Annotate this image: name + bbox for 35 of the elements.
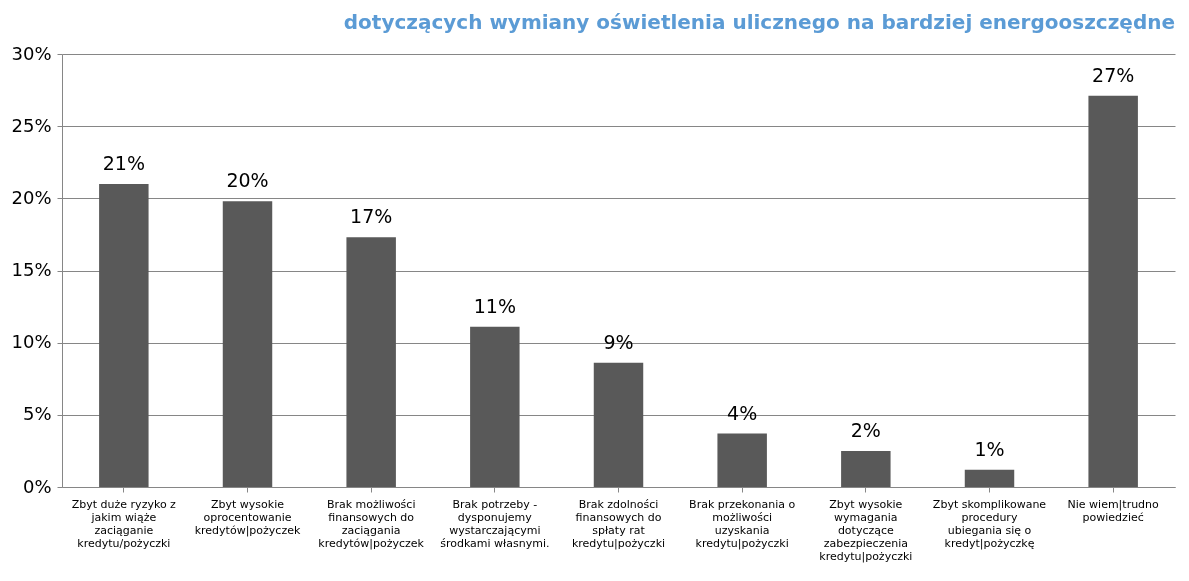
- bar: [470, 326, 520, 487]
- bar: [964, 469, 1015, 487]
- bar: [99, 183, 149, 487]
- data-label: 1%: [974, 437, 1005, 460]
- y-tick-label: 15%: [11, 259, 52, 280]
- y-tick-label: 5%: [22, 403, 52, 425]
- x-tick-label: Zbyt duże ryzyko z jakim wiąże zaciąganie kredytu/pożyczki: [71, 497, 177, 550]
- x-tick-label: Brak zdolności finansowych do spłaty rat kredytu|pożyczki: [571, 497, 666, 550]
- data-label: 20%: [226, 169, 269, 192]
- data-label: 4%: [727, 401, 758, 424]
- chart-title: dotyczących wymiany oświetlenia ulicznego na bardziej energooszczędne: [343, 10, 1175, 34]
- data-label: 17%: [350, 205, 393, 228]
- x-tick-label: Nie wiem|trudno powiedzieć: [1067, 497, 1160, 524]
- x-tick-label: Brak potrzeby - dysponujemy wystarczającymi środkami własnymi.: [440, 497, 550, 550]
- bar: [841, 450, 891, 487]
- x-tick-label: Zbyt skomplikowane procedury ubiegania się o kredyt|pożyczkę: [932, 497, 1047, 550]
- x-tick-label: Brak przekonania o możliwości uzyskania kredytu|pożyczki: [689, 497, 796, 550]
- data-label: 11%: [473, 294, 516, 317]
- x-tick-label: Brak możliwości finansowych do zaciągania kredytów|pożyczek: [318, 497, 425, 550]
- data-label: 27%: [1092, 63, 1135, 86]
- bar: [593, 362, 644, 487]
- y-tick-label: 20%: [11, 186, 52, 208]
- x-tick-label: Zbyt wysokie wymagania dotyczące zabezpieczenia kredytu|pożyczki: [819, 497, 913, 563]
- bar: [717, 433, 767, 487]
- y-tick-label: 30%: [11, 42, 52, 64]
- bar: [346, 237, 396, 487]
- data-label: 21%: [102, 151, 145, 174]
- data-label: 2%: [850, 418, 881, 441]
- bar: [222, 201, 273, 487]
- y-tick-label: 0%: [22, 475, 52, 497]
- y-tick-label: 10%: [11, 331, 52, 353]
- y-tick-label: 25%: [11, 114, 52, 136]
- data-label: 9%: [603, 330, 634, 353]
- x-tick-label: Zbyt wysokie oprocentowanie kredytów|pożyczek: [194, 497, 301, 537]
- bar: [1088, 95, 1138, 487]
